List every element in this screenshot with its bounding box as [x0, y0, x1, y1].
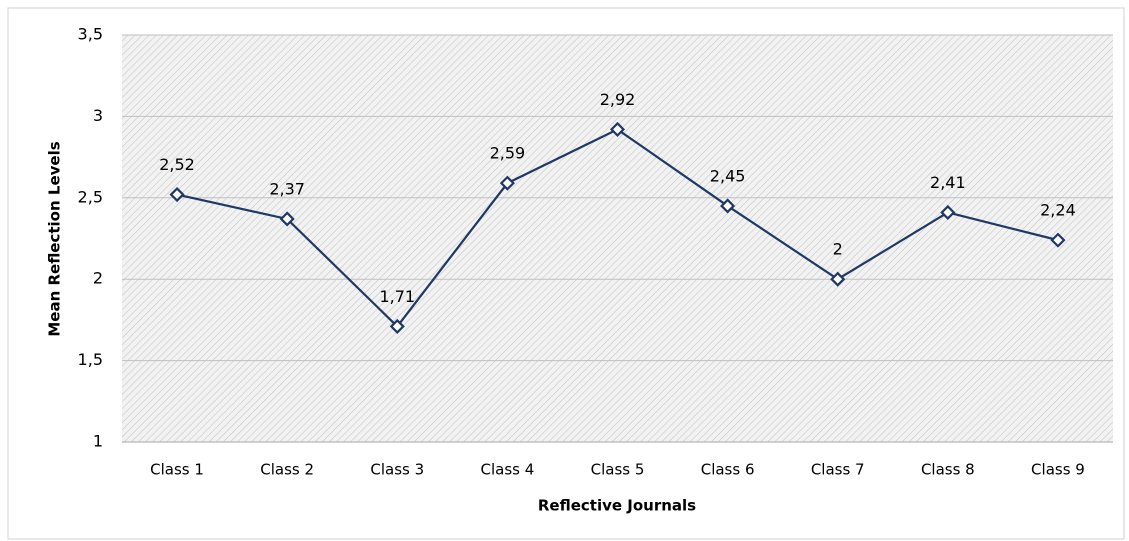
x-tick-label: Class 7	[811, 461, 865, 479]
x-tick-label: Class 2	[260, 461, 314, 479]
point-marker	[720, 198, 736, 214]
y-axis-title: Mean Reflection Levels	[46, 141, 64, 336]
y-tick-label: 2	[93, 269, 103, 288]
data-label: 2,59	[490, 144, 526, 163]
data-label: 2,52	[159, 155, 195, 174]
point-marker	[830, 271, 846, 287]
data-label: 2,24	[1040, 201, 1076, 220]
data-label: 2	[833, 240, 843, 259]
point-marker	[279, 211, 295, 227]
data-label: 2,45	[710, 166, 746, 185]
point-marker	[389, 318, 405, 334]
point-marker	[169, 186, 185, 203]
point-marker	[940, 204, 956, 221]
x-tick-label: Class 3	[370, 461, 424, 479]
x-axis-title: Reflective Journals	[538, 497, 696, 515]
data-label: 2,37	[269, 179, 305, 198]
y-tick-label: 3,5	[78, 25, 103, 44]
x-tick-label: Class 5	[591, 461, 645, 479]
data-label: 2,92	[600, 90, 636, 109]
point-marker	[609, 121, 626, 137]
point-marker	[499, 175, 515, 191]
data-label: 2,41	[930, 173, 966, 192]
data-label: 1,71	[379, 287, 415, 306]
y-tick-label: 1	[93, 432, 103, 451]
y-tick-label: 2,5	[78, 187, 103, 206]
plot-area	[122, 35, 1113, 442]
point-marker	[1050, 232, 1066, 248]
x-tick-label: Class 8	[921, 461, 975, 479]
x-tick-label: Class 6	[701, 461, 755, 479]
x-tick-label: Class 9	[1031, 461, 1085, 479]
y-tick-label: 1,5	[78, 350, 103, 369]
x-tick-label: Class 1	[150, 461, 204, 479]
x-tick-label: Class 4	[480, 461, 534, 479]
y-tick-label: 3	[93, 106, 103, 125]
